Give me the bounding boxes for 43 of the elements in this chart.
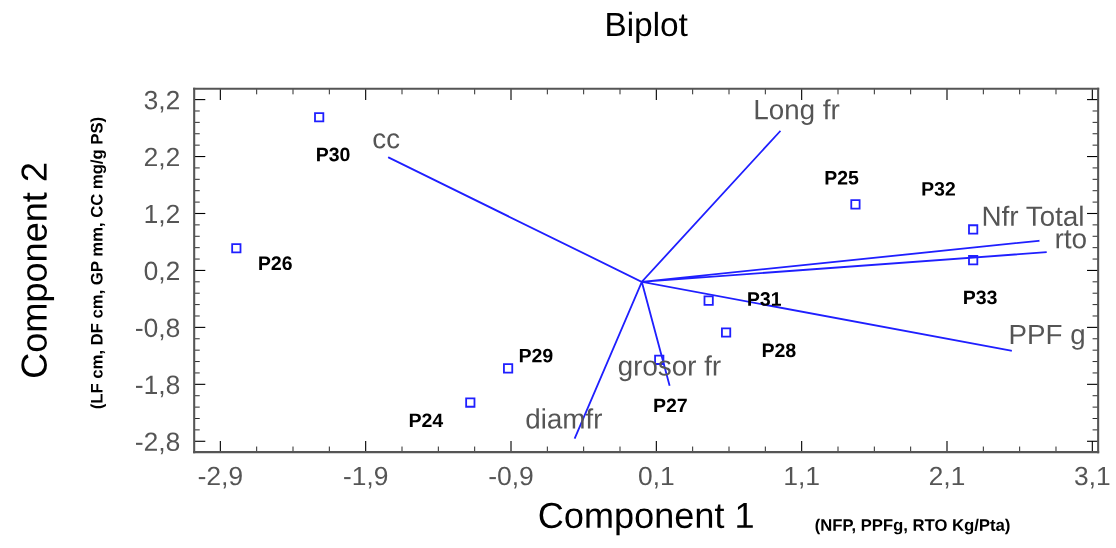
- x-tick-label: -1,9: [344, 466, 388, 489]
- annotation: cc: [373, 133, 400, 149]
- point: [465, 397, 476, 408]
- point: [703, 295, 714, 306]
- y-axis-title: Component 2: [21, 163, 55, 377]
- x-tick-label: 1,1: [785, 466, 819, 489]
- x-axis-title: Component 1: [539, 502, 753, 536]
- data-label: P32: [922, 182, 955, 196]
- point: [968, 224, 979, 235]
- y-tick-label: 3,2: [144, 90, 179, 113]
- data-label: P26: [259, 256, 292, 271]
- x-tick-label: 2,1: [929, 466, 965, 489]
- data-label: P25: [825, 170, 859, 185]
- point: [503, 363, 514, 374]
- y-tick-label: 2,2: [144, 147, 179, 170]
- data-label: P31: [748, 292, 781, 306]
- data-label: P24: [409, 413, 444, 428]
- annotation: Nfr Total: [983, 205, 1083, 227]
- point: [850, 199, 861, 210]
- x-tick-label: -0,9: [489, 466, 533, 489]
- point: [721, 327, 732, 338]
- y-tick-label: 1,2: [145, 204, 179, 227]
- data-label: P29: [519, 348, 553, 363]
- text: (LF cm, DF cm, GP mm, CC mg/g PS): [90, 117, 107, 409]
- data-label: P27: [654, 398, 687, 413]
- x-tick-label: -2,9: [198, 466, 242, 489]
- y-tick-label: -0,8: [136, 318, 180, 341]
- point: [968, 255, 979, 266]
- text: (NFP, PPFg, RTO Kg/Pta): [815, 518, 1010, 535]
- data-label: P28: [762, 343, 796, 358]
- data-label: P33: [964, 290, 997, 305]
- annotation: Long fr: [755, 99, 840, 125]
- x-tick-label: 3,1: [1075, 466, 1110, 489]
- y-tick-label: -1,8: [136, 375, 180, 398]
- annotation: PPF g: [1010, 324, 1084, 350]
- point: [314, 112, 325, 123]
- point: [231, 243, 242, 254]
- chart-title: Biplot: [607, 11, 688, 43]
- y-tick-label: 0,2: [144, 261, 179, 284]
- y-tick-label: -2,8: [136, 432, 180, 455]
- x-tick-label: 0,1: [639, 466, 674, 489]
- annotation: rto: [1056, 230, 1086, 249]
- data-label: P30: [317, 147, 350, 162]
